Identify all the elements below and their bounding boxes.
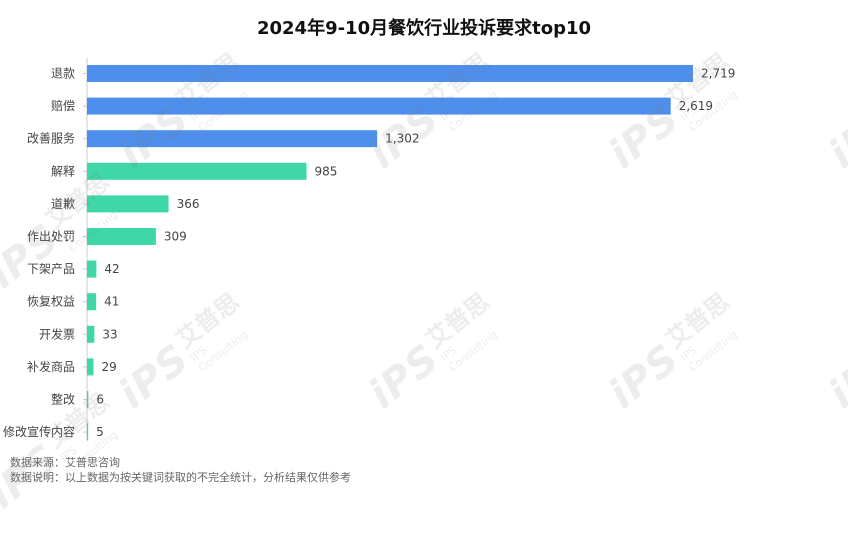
bar: [87, 65, 693, 82]
bar: [87, 293, 97, 311]
value-label: 5: [96, 425, 104, 439]
chart-notes: 数据来源：艾普思咨询 数据说明：以上数据为按关键词获取的不完全统计，分析结果仅供…: [10, 455, 351, 485]
source-note: 数据来源：艾普思咨询: [10, 456, 120, 469]
category-label: 开发票: [39, 326, 75, 341]
value-label: 29: [101, 360, 116, 374]
bar: [87, 97, 671, 115]
bar: [87, 195, 169, 213]
bar: [87, 228, 156, 245]
value-label: 309: [164, 230, 187, 244]
bar: [87, 130, 378, 148]
value-label: 985: [315, 164, 338, 178]
category-label: 整改: [51, 392, 75, 407]
category-label: 解释: [51, 164, 75, 178]
value-label: 1,302: [385, 132, 419, 146]
value-label: 2,619: [679, 99, 713, 113]
value-label: 42: [104, 262, 119, 276]
chart-title: 2024年9-10月餐饮行业投诉要求top10: [256, 18, 592, 39]
value-label: 6: [96, 393, 104, 407]
bar: [87, 325, 95, 343]
bar: [87, 162, 307, 180]
category-label: 修改宣传内容: [3, 424, 75, 439]
value-label: 2,719: [701, 67, 735, 81]
value-label: 366: [177, 197, 200, 211]
value-label: 41: [104, 295, 119, 309]
explanation-note: 数据说明：以上数据为按关键词获取的不完全统计，分析结果仅供参考: [10, 471, 351, 484]
category-label: 赔偿: [51, 98, 75, 113]
bar: [87, 391, 89, 408]
bar: [87, 260, 97, 278]
category-label: 补发商品: [27, 359, 75, 374]
category-label: 下架产品: [27, 262, 75, 276]
category-label: 退款: [51, 67, 75, 81]
bar: [87, 423, 89, 441]
category-label: 道歉: [51, 197, 75, 211]
category-label: 改善服务: [27, 131, 75, 146]
category-label: 恢复权益: [27, 295, 75, 309]
value-label: 33: [102, 327, 117, 341]
bar: [87, 358, 94, 376]
bar-chart: 退款 2,719 赔偿 2,619 改善服务 1,302 解释 985 道歉 366 作出处罚 309…: [3, 58, 735, 441]
category-label: 作出处罚: [27, 230, 75, 244]
